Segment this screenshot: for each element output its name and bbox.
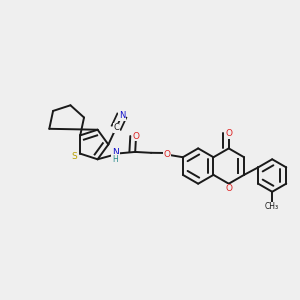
Text: N: N [118, 111, 125, 120]
Text: O: O [225, 129, 232, 138]
Text: C: C [113, 123, 119, 132]
Text: CH₃: CH₃ [265, 202, 279, 211]
Text: O: O [133, 131, 140, 140]
Text: N: N [112, 148, 119, 157]
Text: O: O [164, 150, 170, 159]
Text: H: H [112, 154, 118, 164]
Text: O: O [225, 184, 232, 194]
Text: S: S [71, 152, 77, 161]
